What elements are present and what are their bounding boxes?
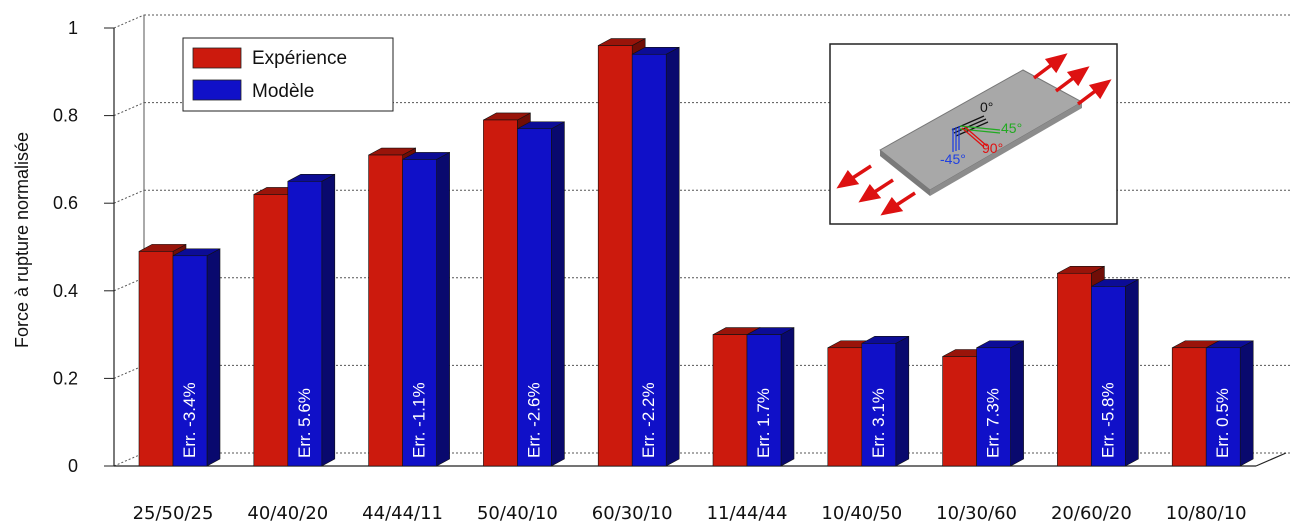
bar-group [1171,340,1254,467]
x-tick-label: 10/80/10 [1166,503,1247,524]
x-tick-label: 40/40/20 [247,503,328,524]
grid-diagonal [113,189,145,204]
bar-modele-side [1125,278,1139,467]
angle-label-45: 45° [1001,120,1022,136]
bar-modele [402,159,437,467]
laminate-inset: 0° 45° 90° -45° [829,43,1118,225]
legend: Expérience Modèle [182,37,394,112]
arrow-left-3 [894,191,916,208]
error-annotation: Err. 1.7% [754,388,773,458]
bar-modele-side [895,335,910,467]
bar-modele [1091,286,1126,467]
error-annotation: Err. 7.3% [984,388,1003,458]
x-tick-label: 44/44/11 [362,503,443,524]
bar-group [138,243,221,467]
angle-label-minus45: -45° [940,151,966,167]
bar-modele-side [436,151,450,467]
plate-edge-front [880,150,930,196]
bar-modele-side [1010,340,1024,467]
category-labels: 25/50/25 40/40/20 44/44/11 50/40/10 60/30/10… [133,503,1247,524]
bar-experience [1057,272,1092,467]
y-tick-label: 0.2 [53,368,78,388]
x-tick-label: 10/40/50 [821,503,902,524]
y-tick-label: 0 [68,456,78,476]
bar-experience [597,45,633,467]
grid-diagonal [113,14,145,29]
error-annotation: Err. -1.1% [410,382,429,458]
error-annotation: Err. 5.6% [295,388,314,458]
bar-group [1057,265,1139,467]
error-annotation: Err. 3.1% [869,388,888,458]
bar-modele [861,343,897,467]
error-annotation: Err. 0.5% [1213,388,1232,458]
arrow-left-2 [872,178,894,195]
grid-diagonal [113,277,145,292]
bar-modele [287,181,323,467]
bar-experience [712,334,748,467]
y-tick-label: 0.4 [53,281,78,301]
bar-modele [172,255,208,467]
arrow-left-1 [850,164,872,181]
bar-experience [483,119,518,467]
bar-modele-side [551,121,565,467]
legend-swatch-experience [192,47,242,69]
load-arrows [836,53,1112,216]
bar-modele [631,53,667,467]
bar-group [597,38,680,467]
bar-experience [253,194,289,467]
x-tick-label: 10/30/60 [936,503,1017,524]
bar-group [368,147,450,467]
bar-experience [827,347,863,467]
error-annotation: Err. -3.4% [180,382,199,458]
bar-modele [1205,347,1241,467]
angle-label-90: 90° [982,140,1003,156]
bar-modele-side [321,173,336,467]
y-axis-label: Force à rupture normalisée [12,132,32,348]
legend-swatch-modele [192,79,242,101]
x-tick-label: 25/50/25 [133,503,214,524]
bar-modele [746,334,782,467]
bar-modele [517,128,552,467]
bar-group [712,327,795,467]
legend-label-modele: Modèle [252,81,314,102]
bars: Err. -3.4% Err. 5.6% Err. -1.1% Err. -2.6% E… [138,38,1254,467]
bar-group [942,340,1024,467]
plate-edge-right [930,102,1082,196]
bar-experience [1171,347,1207,467]
error-annotation: Err. -2.2% [639,382,658,458]
grid-diagonal [113,364,145,379]
fibre-orientation-lines [951,115,1001,152]
bar-modele-side [665,46,680,467]
grid-diagonal [113,102,145,117]
x-tick-label: 11/44/44 [707,503,788,524]
bar-modele-side [206,248,221,467]
bar-experience [368,154,403,467]
x-tick-label: 60/30/10 [592,503,673,524]
bar-experience [138,251,174,467]
grid-diagonal [113,452,145,467]
bar-modele-side [1239,340,1254,467]
y-tick-label: 0.8 [53,106,78,126]
floor-edge [1255,452,1287,467]
error-annotation: Err. -2.6% [524,382,543,458]
error-annotation: Err. -5.8% [1098,382,1117,458]
x-tick-label: 20/60/20 [1051,503,1132,524]
angle-label-0: 0° [980,99,993,115]
bar-group [483,112,565,467]
bar-group [827,335,910,467]
bar-group [253,173,336,467]
bar-experience [942,356,977,467]
bar-modele [976,347,1011,467]
y-tick-label: 0.6 [53,193,78,213]
x-tick-label: 50/40/10 [477,503,558,524]
y-tick-label: 1 [68,18,78,38]
legend-label-experience: Expérience [252,48,347,69]
bar-modele-side [780,327,795,467]
